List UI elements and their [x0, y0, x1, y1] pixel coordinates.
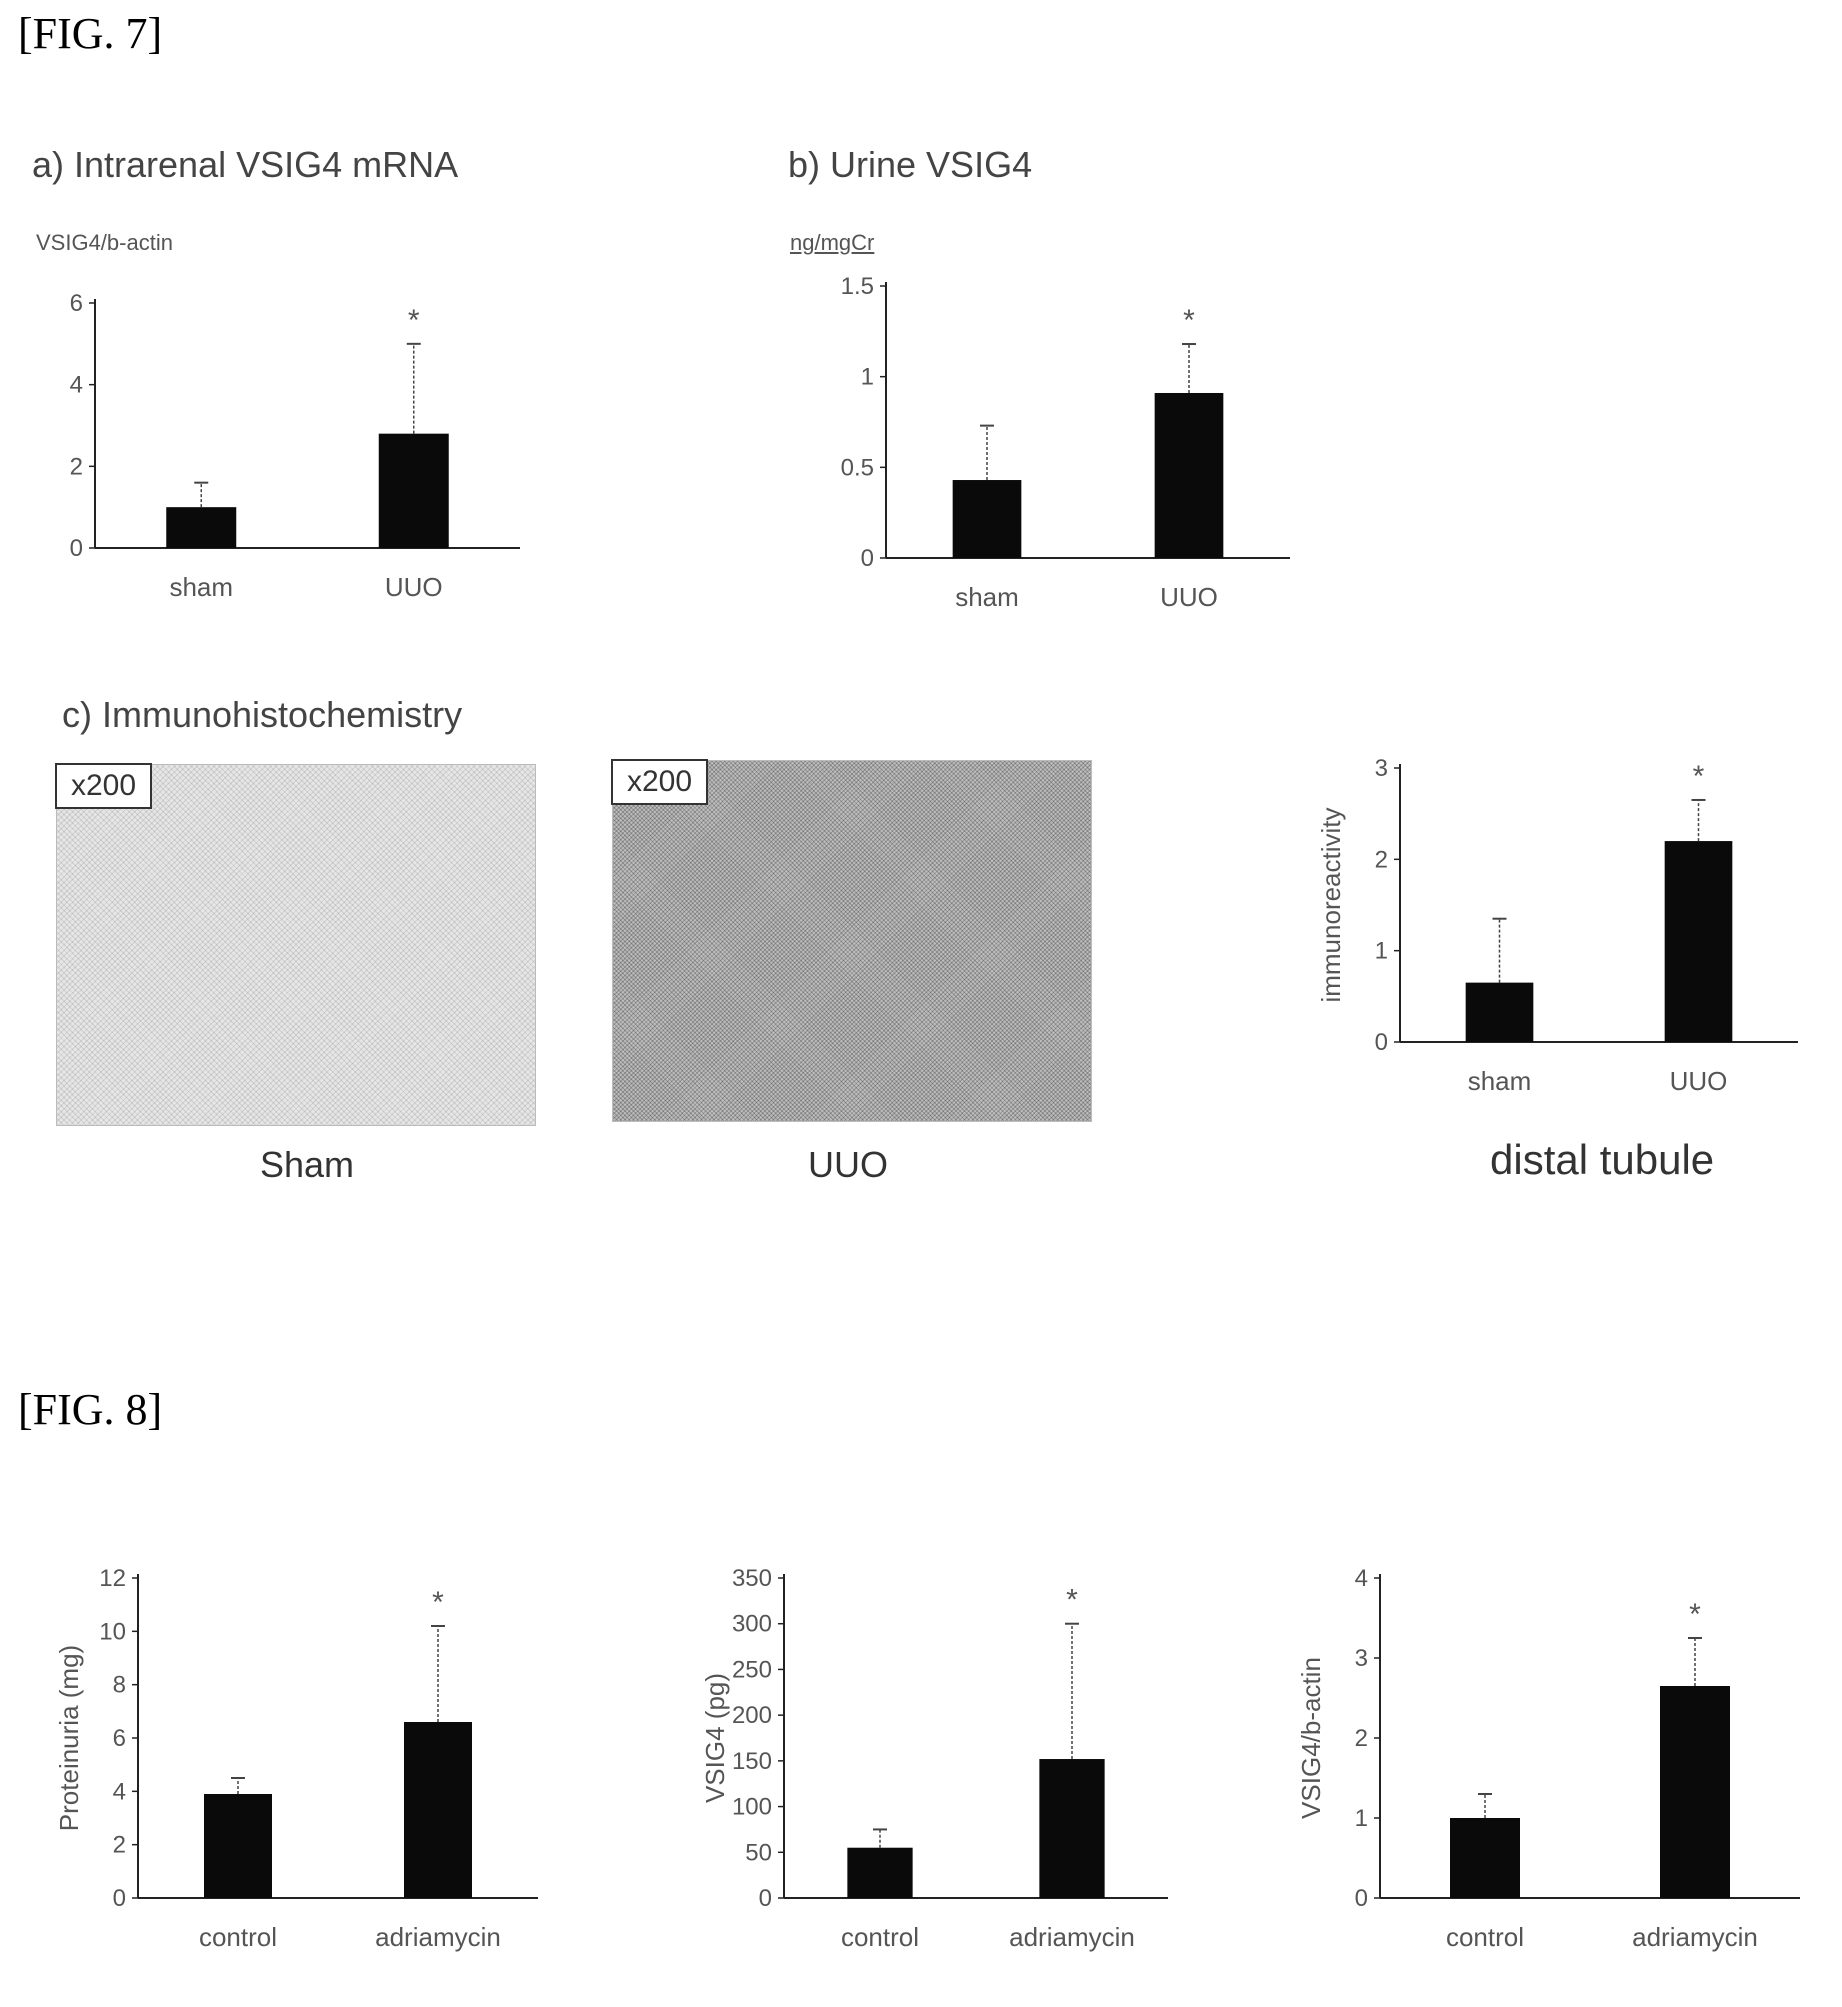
- significance-marker: *: [408, 304, 420, 337]
- y-tick-label: 6: [113, 1725, 126, 1752]
- distal-tubule-caption: distal tubule: [1490, 1136, 1715, 1183]
- y-tick-label: 10: [99, 1618, 126, 1645]
- micrograph-caption-uuo: UUO: [808, 1144, 888, 1185]
- bar-sham: [166, 507, 237, 548]
- bar-sham: [952, 480, 1022, 558]
- y-tick-label: 3: [1355, 1645, 1368, 1672]
- y-tick-label: 12: [99, 1565, 126, 1592]
- y-tick-label: 0: [1375, 1029, 1388, 1056]
- y-tick-label: 2: [70, 453, 83, 480]
- y-tick-label: 0: [1355, 1885, 1368, 1912]
- bar-UUO: [378, 433, 449, 548]
- y-tick-label: 2: [113, 1832, 126, 1859]
- category-label-sham: sham: [1468, 1066, 1532, 1096]
- category-label-control: control: [1446, 1922, 1524, 1952]
- bar-sham: [1465, 982, 1534, 1042]
- panel-c-title: c) Immunohistochemistry: [62, 694, 463, 735]
- category-label-sham: sham: [169, 572, 233, 602]
- significance-marker: *: [1183, 304, 1195, 337]
- significance-marker: *: [432, 1586, 444, 1619]
- category-label-control: control: [199, 1922, 277, 1952]
- y-tick-label: 4: [1355, 1565, 1368, 1592]
- magnification-label-sham: x200: [55, 763, 153, 809]
- y-axis-label: VSIG4/b-actin: [1296, 1657, 1326, 1819]
- y-tick-label: 1.5: [841, 273, 874, 300]
- category-label-control: control: [841, 1922, 919, 1952]
- panel-b-title: b) Urine VSIG4: [788, 144, 1033, 185]
- y-tick-label: 1: [861, 364, 874, 391]
- y-axis-label: Proteinuria (mg): [54, 1645, 84, 1831]
- y-tick-label: 8: [113, 1672, 126, 1699]
- panel-a-title: a) Intrarenal VSIG4 mRNA: [32, 144, 459, 185]
- category-label-adriamycin: adriamycin: [1632, 1922, 1758, 1952]
- y-tick-label: 2: [1375, 846, 1388, 873]
- magnification-label-uuo: x200: [611, 759, 709, 805]
- figure-8-label: [FIG. 8]: [18, 1385, 163, 1434]
- y-tick-label: 1: [1355, 1805, 1368, 1832]
- category-label-UUO: UUO: [1160, 582, 1218, 612]
- bar-adriamycin: [404, 1722, 472, 1898]
- y-tick-label: 0: [861, 545, 874, 572]
- y-tick-label: 1: [1375, 938, 1388, 965]
- y-tick-label: 6: [70, 290, 83, 317]
- panel-a-unit: VSIG4/b-actin: [36, 230, 173, 255]
- micrograph-uuo: x200: [611, 759, 1092, 1122]
- category-label-UUO: UUO: [385, 572, 443, 602]
- y-tick-label: 0: [759, 1885, 772, 1912]
- significance-marker: *: [1689, 1598, 1701, 1631]
- significance-marker: *: [1066, 1584, 1078, 1617]
- y-tick-label: 0: [113, 1885, 126, 1912]
- y-tick-label: 200: [732, 1702, 772, 1729]
- bar-adriamycin: [1660, 1686, 1730, 1898]
- y-axis-label: VSIG4 (pg): [700, 1673, 730, 1803]
- y-tick-label: 100: [732, 1794, 772, 1821]
- significance-marker: *: [1693, 760, 1705, 793]
- y-tick-label: 4: [113, 1778, 126, 1805]
- y-tick-label: 350: [732, 1565, 772, 1592]
- y-tick-label: 300: [732, 1611, 772, 1638]
- category-label-UUO: UUO: [1670, 1066, 1728, 1096]
- y-axis-label: immunoreactivity: [1316, 807, 1346, 1002]
- y-tick-label: 0.5: [841, 454, 874, 481]
- bar-UUO: [1154, 392, 1224, 558]
- y-tick-label: 0: [70, 535, 83, 562]
- y-tick-label: 150: [732, 1748, 772, 1775]
- bar-UUO: [1664, 841, 1733, 1042]
- bar-control: [847, 1847, 913, 1898]
- bar-adriamycin: [1039, 1759, 1105, 1898]
- category-label-adriamycin: adriamycin: [1009, 1922, 1135, 1952]
- figure-7-label: [FIG. 7]: [18, 9, 163, 58]
- category-label-adriamycin: adriamycin: [375, 1922, 501, 1952]
- micrograph-sham: x200: [55, 763, 536, 1126]
- y-tick-label: 250: [732, 1656, 772, 1683]
- category-label-sham: sham: [955, 582, 1019, 612]
- micrograph-caption-sham: Sham: [260, 1144, 355, 1185]
- y-tick-label: 3: [1375, 755, 1388, 782]
- panel-b-unit: ng/mgCr: [790, 230, 875, 255]
- bar-control: [204, 1794, 272, 1898]
- y-tick-label: 50: [745, 1839, 772, 1866]
- y-tick-label: 2: [1355, 1725, 1368, 1752]
- bar-control: [1450, 1818, 1520, 1898]
- y-tick-label: 4: [70, 372, 83, 399]
